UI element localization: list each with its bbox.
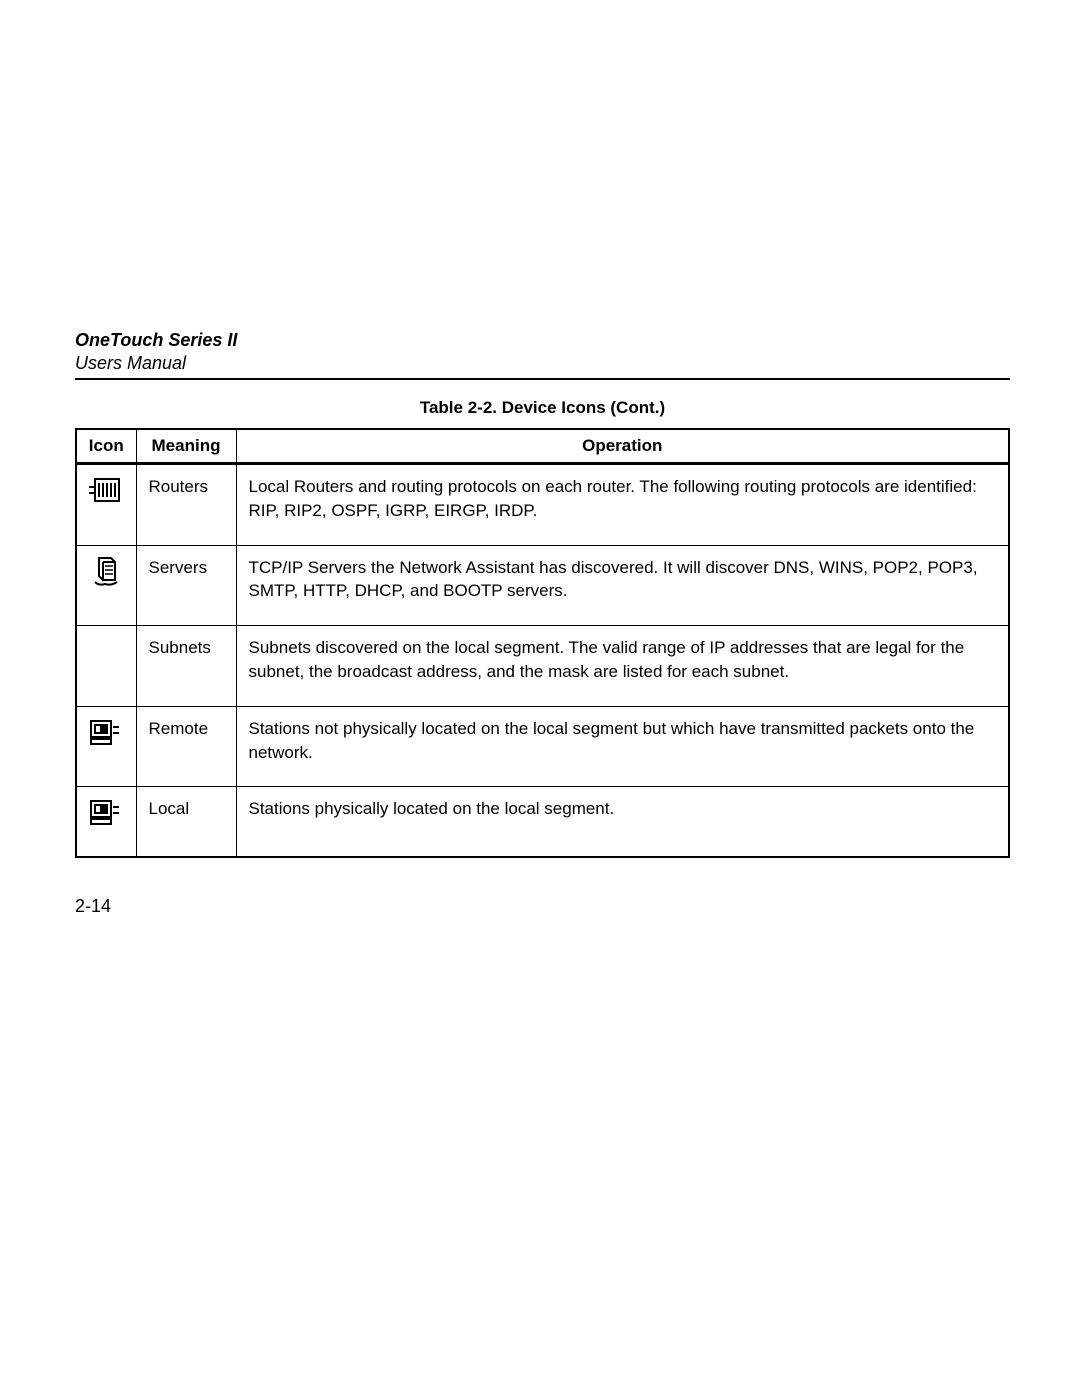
cell-icon — [76, 706, 136, 787]
cell-icon — [76, 464, 136, 546]
cell-icon — [76, 626, 136, 707]
router-icon — [89, 475, 123, 512]
cell-meaning: Routers — [136, 464, 236, 546]
table-row: Servers TCP/IP Servers the Network Assis… — [76, 545, 1009, 626]
cell-operation: Subnets discovered on the local segment.… — [236, 626, 1009, 707]
cell-meaning: Subnets — [136, 626, 236, 707]
col-header-meaning: Meaning — [136, 429, 236, 464]
doc-subtitle: Users Manual — [75, 353, 1010, 374]
page-header: OneTouch Series II Users Manual — [75, 330, 1010, 380]
document-page: OneTouch Series II Users Manual Table 2-… — [0, 0, 1080, 1397]
cell-icon — [76, 787, 136, 857]
cell-meaning: Local — [136, 787, 236, 857]
server-icon — [91, 556, 121, 595]
cell-operation: Stations physically located on the local… — [236, 787, 1009, 857]
device-icons-table: Icon Meaning Operation — [75, 428, 1010, 858]
doc-title: OneTouch Series II — [75, 330, 1010, 351]
local-icon — [89, 797, 123, 834]
cell-operation: TCP/IP Servers the Network Assistant has… — [236, 545, 1009, 626]
cell-operation: Stations not physically located on the l… — [236, 706, 1009, 787]
table-row: Remote Stations not physically located o… — [76, 706, 1009, 787]
table-row: Local Stations physically located on the… — [76, 787, 1009, 857]
cell-meaning: Remote — [136, 706, 236, 787]
table-header-row: Icon Meaning Operation — [76, 429, 1009, 464]
cell-icon — [76, 545, 136, 626]
cell-meaning: Servers — [136, 545, 236, 626]
table-row: Subnets Subnets discovered on the local … — [76, 626, 1009, 707]
table-row: Routers Local Routers and routing protoc… — [76, 464, 1009, 546]
col-header-operation: Operation — [236, 429, 1009, 464]
cell-operation: Local Routers and routing protocols on e… — [236, 464, 1009, 546]
col-header-icon: Icon — [76, 429, 136, 464]
table-caption: Table 2-2. Device Icons (Cont.) — [75, 398, 1010, 418]
remote-icon — [89, 717, 123, 754]
page-number: 2-14 — [75, 896, 111, 917]
